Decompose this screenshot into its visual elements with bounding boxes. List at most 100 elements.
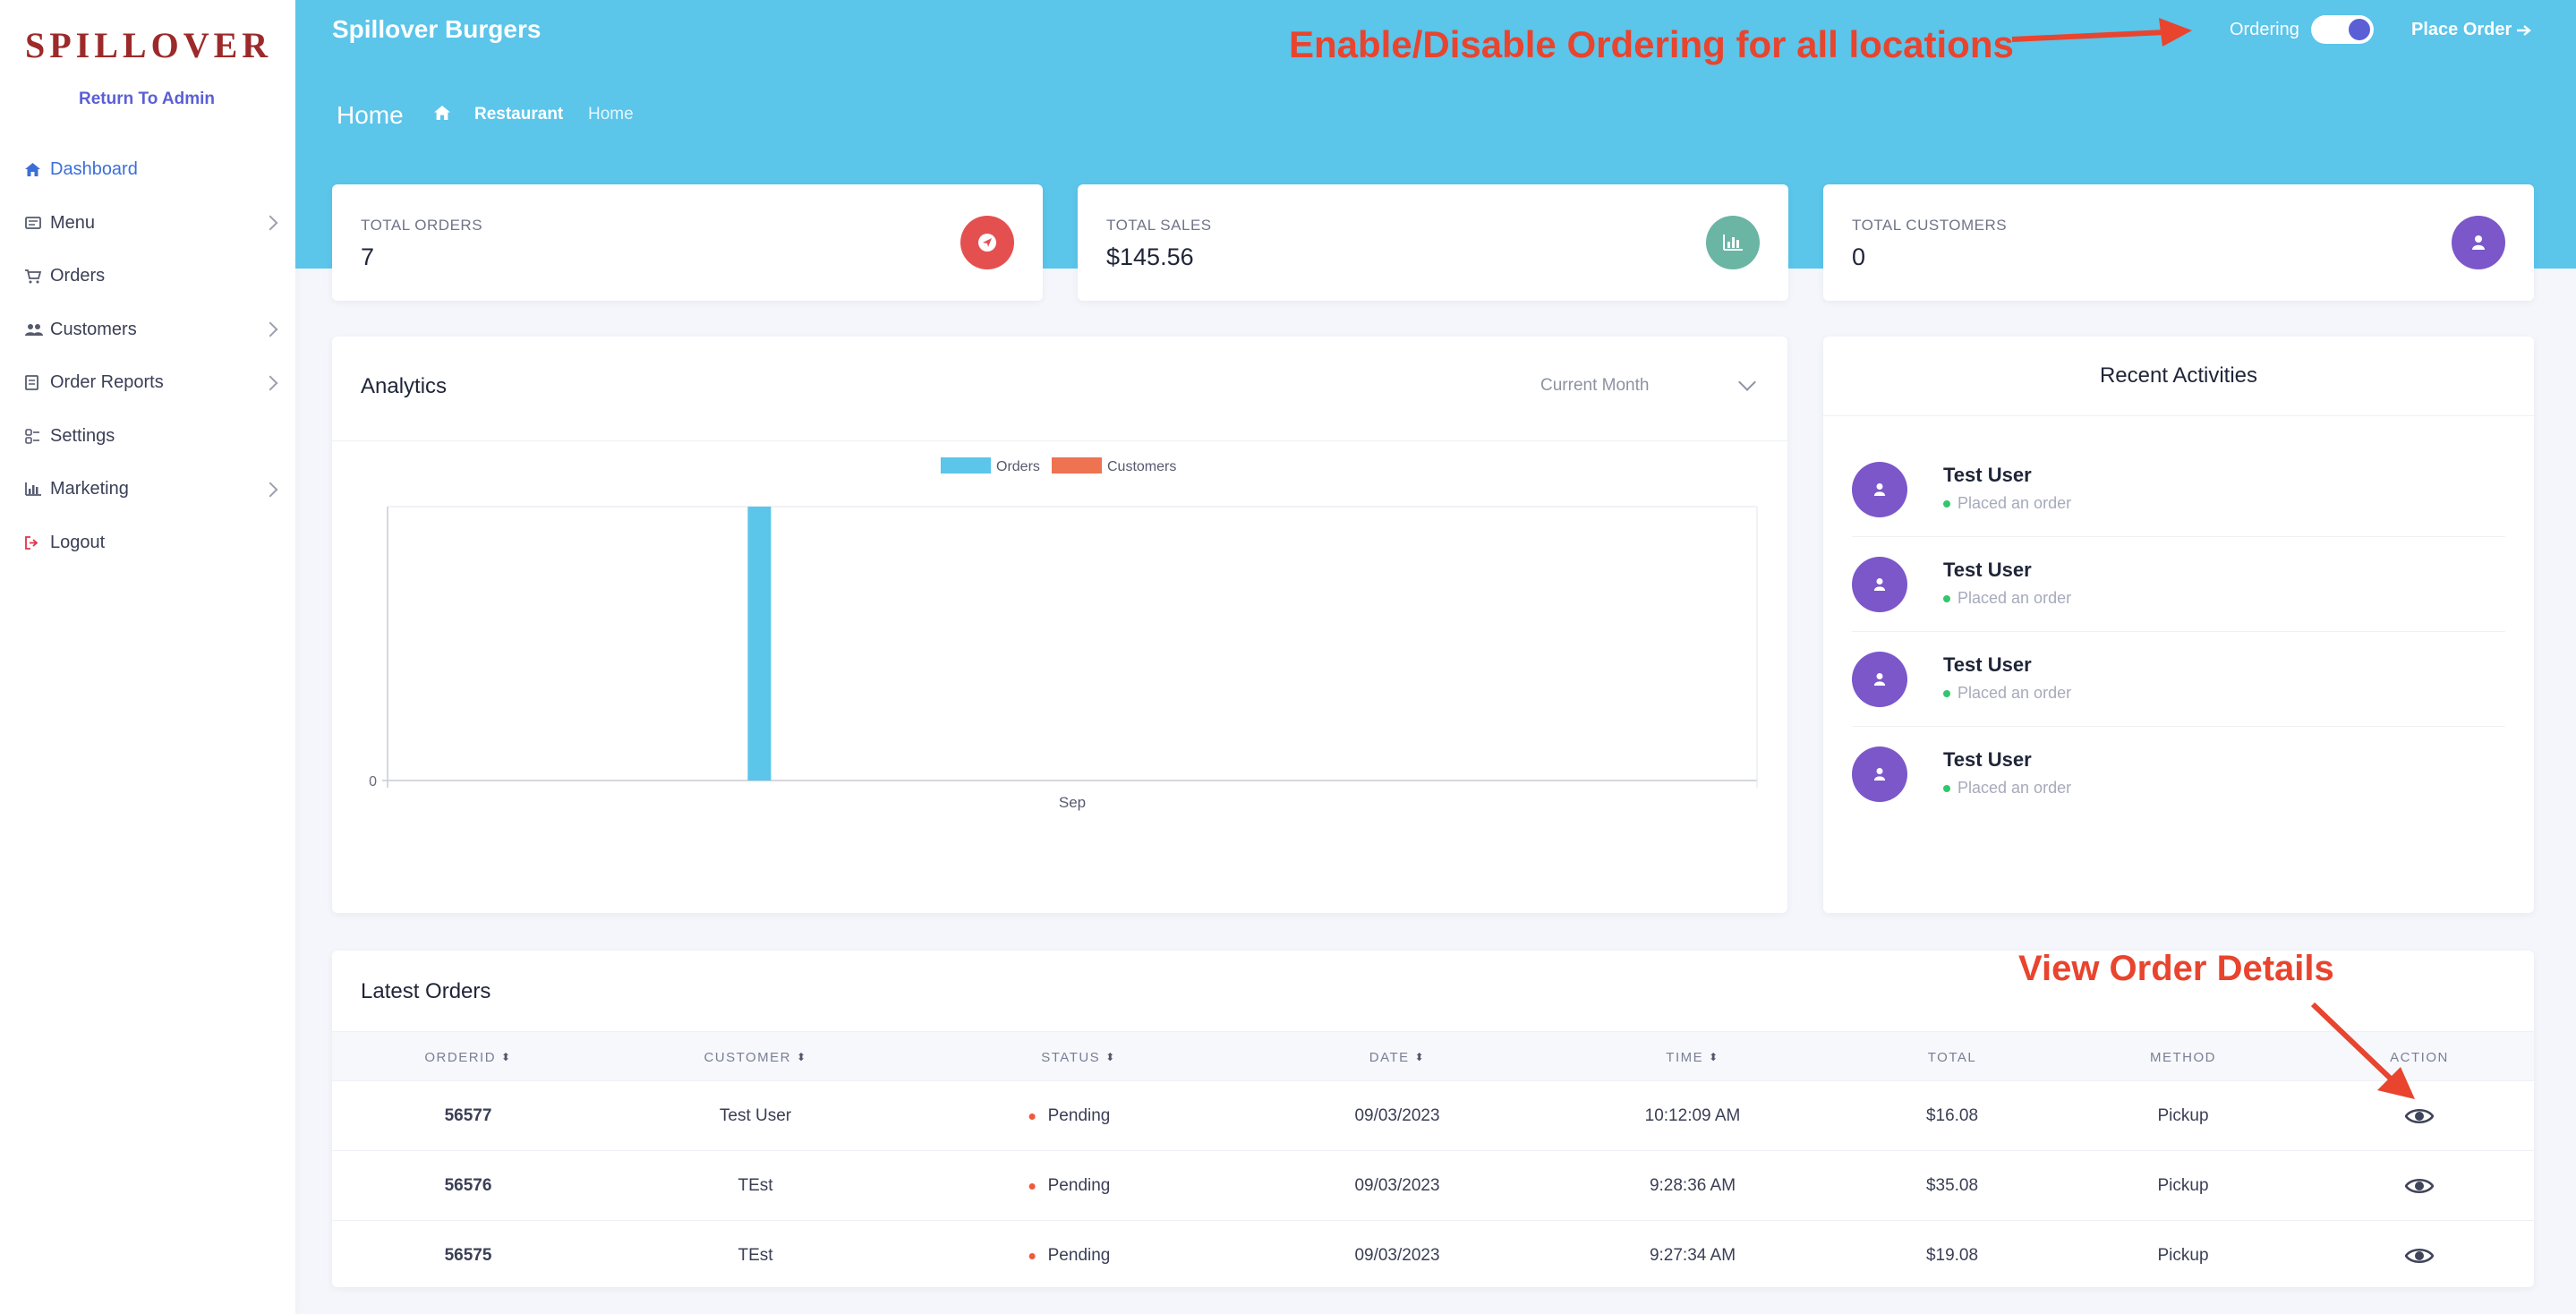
sidebar-item-label: Order Reports bbox=[50, 372, 164, 393]
activity-user: Test User bbox=[1943, 464, 2032, 486]
sidebar: SPILLOVER Return To Admin Dashboard Menu… bbox=[0, 0, 295, 1314]
order-id: 56576 bbox=[444, 1176, 492, 1195]
order-total: $35.08 bbox=[1925, 1176, 1979, 1195]
column-label: METHOD bbox=[2150, 1049, 2216, 1065]
latest-orders-card: Latest Orders ORDERID ⬍ CUSTOMER ⬍ STATUS ⬍… bbox=[332, 951, 2534, 1287]
eye-icon bbox=[2405, 1108, 2434, 1124]
order-total: $19.08 bbox=[1925, 1246, 1979, 1265]
sidebar-item-dashboard[interactable]: Dashboard bbox=[25, 143, 276, 197]
status-text: Pending bbox=[1047, 1246, 1111, 1265]
activity-user: Test User bbox=[1943, 653, 2032, 676]
restaurant-name: Spillover Burgers bbox=[332, 15, 542, 43]
recent-activities-title: Recent Activities bbox=[2099, 363, 2258, 388]
avatar bbox=[1852, 462, 1907, 517]
status-dot bbox=[1943, 499, 1950, 508]
bar-chart-icon bbox=[25, 482, 50, 497]
status-dot bbox=[1028, 1252, 1036, 1259]
home-icon bbox=[25, 163, 50, 177]
view-order-button[interactable] bbox=[2405, 1221, 2434, 1291]
status-dot bbox=[1028, 1182, 1036, 1190]
stat-value: 7 bbox=[361, 243, 375, 270]
view-order-button[interactable] bbox=[2405, 1151, 2434, 1221]
spillover-logo[interactable]: SPILLOVER bbox=[25, 21, 272, 66]
ordering-toggle[interactable] bbox=[2311, 15, 2374, 44]
latest-orders-title: Latest Orders bbox=[361, 979, 491, 1003]
column-label: STATUS bbox=[1041, 1049, 1101, 1065]
activity-action-text: Placed an order bbox=[1958, 589, 2072, 607]
stat-card-total-sales: TOTAL SALES $145.56 bbox=[1078, 184, 1788, 301]
bar-orders bbox=[747, 507, 772, 781]
period-select[interactable]: Current Month bbox=[1540, 376, 1650, 395]
stat-value: 0 bbox=[1852, 243, 1866, 270]
activity-item[interactable]: Test User Placed an order bbox=[1852, 727, 2505, 822]
status-dot bbox=[1943, 784, 1950, 792]
chevron-down-icon[interactable] bbox=[1738, 373, 1756, 391]
sidebar-item-customers[interactable]: Customers bbox=[25, 303, 278, 357]
sort-icon: ⬍ bbox=[1709, 1051, 1719, 1063]
activity-item[interactable]: Test User Placed an order bbox=[1852, 537, 2505, 632]
x-tick-label: Sep bbox=[1059, 794, 1086, 811]
status-dot bbox=[1943, 594, 1950, 602]
sidebar-item-order-reports[interactable]: Order Reports bbox=[25, 356, 278, 410]
ordering-label: Ordering bbox=[2230, 20, 2299, 39]
sidebar-item-label: Customers bbox=[50, 319, 137, 339]
breadcrumb-restaurant[interactable]: Restaurant bbox=[474, 105, 564, 124]
sidebar-item-logout[interactable]: Logout bbox=[25, 516, 276, 570]
users-icon bbox=[25, 323, 50, 337]
view-order-button[interactable] bbox=[2405, 1081, 2434, 1151]
activity-action: Placed an order bbox=[1943, 779, 2071, 798]
column-label: TIME bbox=[1666, 1049, 1704, 1065]
sidebar-item-marketing[interactable]: Marketing bbox=[25, 463, 278, 516]
table-row[interactable]: 56576 TEst Pending 09/03/2023 9:28:36 AM… bbox=[332, 1151, 2534, 1221]
user-icon bbox=[1873, 768, 1886, 781]
divider bbox=[1852, 631, 2505, 632]
breadcrumb-home-icon[interactable] bbox=[434, 106, 450, 120]
sidebar-item-menu[interactable]: Menu bbox=[25, 197, 278, 251]
avatar bbox=[1852, 557, 1907, 612]
sidebar-item-orders[interactable]: Orders bbox=[25, 250, 276, 303]
annotation-ordering: Enable/Disable Ordering for all location… bbox=[1289, 23, 2014, 65]
order-date: 09/03/2023 bbox=[1354, 1246, 1440, 1265]
column-label: TOTAL bbox=[1927, 1049, 1977, 1065]
column-header-time[interactable]: TIME ⬍ bbox=[1666, 1032, 1719, 1082]
chevron-right-icon bbox=[262, 321, 278, 337]
order-status: Pending bbox=[1028, 1151, 1110, 1221]
activity-action-text: Placed an order bbox=[1958, 779, 2072, 797]
activity-item[interactable]: Test User Placed an order bbox=[1852, 632, 2505, 727]
table-row[interactable]: 56577 Test User Pending 09/03/2023 10:12… bbox=[332, 1081, 2534, 1151]
column-header-status[interactable]: STATUS ⬍ bbox=[1041, 1032, 1116, 1082]
user-icon bbox=[1873, 483, 1886, 496]
y-tick-label: 0 bbox=[369, 774, 377, 789]
column-label: ORDERID bbox=[424, 1049, 497, 1065]
breadcrumb-home: Home bbox=[588, 105, 634, 124]
order-customer: TEst bbox=[738, 1246, 773, 1265]
order-method: Pickup bbox=[2157, 1106, 2209, 1125]
column-header-date[interactable]: DATE ⬍ bbox=[1369, 1032, 1425, 1082]
legend-swatch bbox=[941, 457, 991, 474]
order-time: 9:28:36 AM bbox=[1649, 1176, 1736, 1195]
stat-label: TOTAL SALES bbox=[1106, 217, 1212, 234]
order-date: 09/03/2023 bbox=[1354, 1106, 1440, 1125]
logout-icon bbox=[25, 535, 50, 550]
sidebar-item-label: Menu bbox=[50, 212, 96, 233]
table-row[interactable]: 56575 TEst Pending 09/03/2023 9:27:34 AM… bbox=[332, 1221, 2534, 1291]
stat-card-total-customers: TOTAL CUSTOMERS 0 bbox=[1823, 184, 2534, 301]
sidebar-item-label: Orders bbox=[50, 266, 106, 286]
analytics-chart: 0 Sep Orders Customers bbox=[369, 457, 1758, 811]
sidebar-item-settings[interactable]: Settings bbox=[25, 410, 276, 464]
activity-action: Placed an order bbox=[1943, 684, 2071, 703]
column-header-orderid[interactable]: ORDERID ⬍ bbox=[424, 1032, 511, 1082]
activity-action: Placed an order bbox=[1943, 589, 2071, 608]
order-date: 09/03/2023 bbox=[1354, 1176, 1440, 1195]
order-id: 56575 bbox=[444, 1246, 492, 1265]
user-icon bbox=[1873, 673, 1886, 686]
activity-item[interactable]: Test User Placed an order bbox=[1852, 442, 2505, 537]
chevron-right-icon bbox=[262, 215, 278, 231]
stat-value: $145.56 bbox=[1106, 243, 1194, 270]
place-order-button[interactable]: Place Order bbox=[2411, 20, 2532, 40]
user-icon bbox=[1873, 578, 1886, 591]
analytics-title: Analytics bbox=[361, 374, 448, 398]
return-to-admin-link[interactable]: Return To Admin bbox=[79, 90, 215, 108]
column-header-customer[interactable]: CUSTOMER ⬍ bbox=[704, 1032, 806, 1082]
column-label: ACTION bbox=[2390, 1049, 2449, 1065]
